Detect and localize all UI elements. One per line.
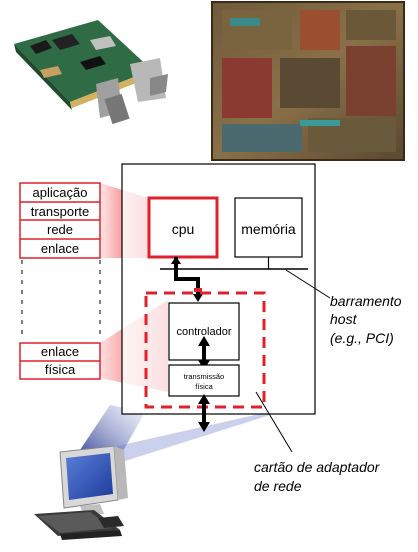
adapter-protocol-stack: enlace física	[19, 342, 101, 380]
bus-pointer	[285, 269, 331, 299]
beam-computer	[80, 405, 145, 460]
computer-illustration	[34, 445, 128, 540]
phys-transmission-box	[168, 364, 240, 397]
bus-label-line2: host	[330, 311, 358, 327]
bus-label-line3: (e.g., PCI)	[330, 330, 394, 346]
bus-junction-mark	[194, 288, 202, 292]
bus-label-line1: barramento	[330, 293, 402, 309]
adapter-pointer	[255, 391, 293, 453]
adapter-label-line1: cartão de adaptador	[254, 459, 381, 475]
cpu-label: cpu	[172, 221, 195, 237]
phys-transmission-label-2: física	[195, 382, 213, 391]
network-card-photo	[14, 20, 168, 125]
cpu-bus-arrowhead-up	[171, 256, 181, 264]
link-arrowhead-down	[198, 422, 210, 432]
controller-label: controlador	[176, 326, 231, 338]
adapter-layer-physical: física	[45, 362, 76, 377]
stack-layer-link: enlace	[41, 241, 79, 256]
host-protocol-stack: aplicação transporte rede enlace	[19, 182, 101, 259]
cpu-box	[147, 196, 219, 259]
stack-layer-transport: transporte	[31, 204, 90, 219]
cpu-bus-arrowhead-down	[193, 294, 203, 302]
controller-phys-arrowhead-up	[198, 336, 210, 346]
memory-label: memória	[241, 221, 296, 237]
memory-box	[234, 197, 303, 258]
link-arrowhead-up	[198, 394, 210, 404]
stack-layer-application: aplicação	[33, 185, 88, 200]
adapter-layer-link: enlace	[41, 344, 79, 359]
stack-layer-network: rede	[47, 222, 73, 237]
chip-die-photo	[211, 1, 405, 161]
phys-transmission-label-1: transmissão	[184, 372, 224, 381]
cpu-bus-arrow	[174, 257, 200, 296]
beam-computer-wide	[78, 412, 270, 462]
adapter-label-line2: de rede	[254, 478, 302, 494]
